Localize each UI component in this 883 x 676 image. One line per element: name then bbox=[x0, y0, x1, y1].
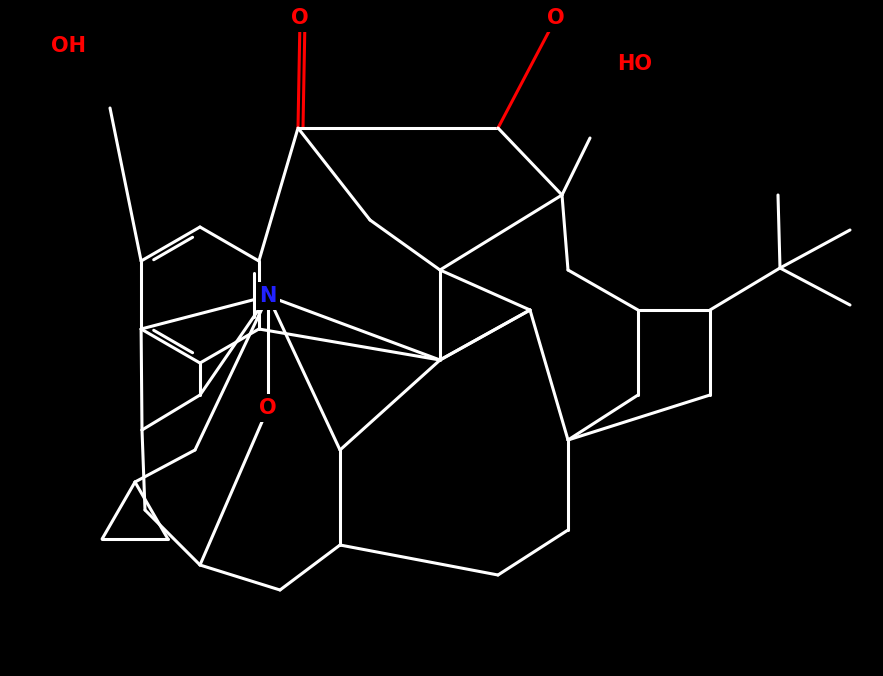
Text: O: O bbox=[260, 398, 276, 418]
Text: N: N bbox=[260, 286, 276, 306]
Text: O: O bbox=[291, 8, 309, 28]
Text: OH: OH bbox=[50, 36, 86, 56]
Text: O: O bbox=[547, 8, 565, 28]
Text: HO: HO bbox=[617, 54, 653, 74]
